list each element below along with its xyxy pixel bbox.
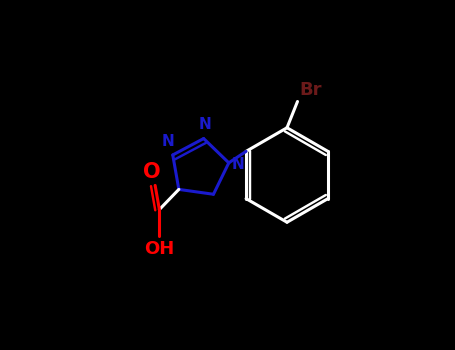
Text: N: N <box>161 134 174 149</box>
Text: O: O <box>143 162 161 182</box>
Text: N: N <box>232 157 244 172</box>
Text: N: N <box>199 117 212 132</box>
Text: Br: Br <box>299 81 322 99</box>
Text: OH: OH <box>144 240 175 258</box>
